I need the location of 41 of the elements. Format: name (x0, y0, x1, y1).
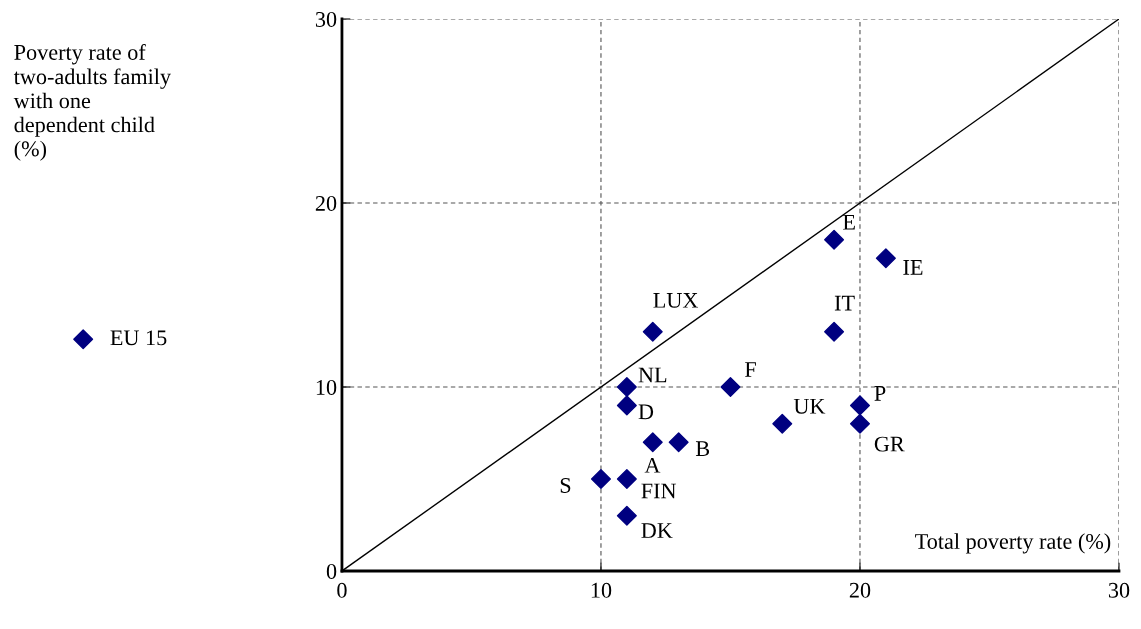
annotation: FIN (641, 483, 677, 499)
point (849, 395, 870, 416)
point (849, 413, 870, 434)
point (720, 376, 741, 398)
annotation: E (843, 214, 855, 230)
annotation: A (644, 457, 661, 473)
annotation: IE (903, 260, 923, 275)
annotation: P (874, 386, 886, 401)
annotation: DK (641, 523, 673, 538)
point (668, 432, 689, 453)
point (824, 229, 845, 250)
x-tick-label: 10 (591, 582, 612, 598)
point (616, 468, 637, 490)
point (824, 321, 845, 342)
point (616, 395, 637, 416)
legend-label: EU 15 (110, 330, 167, 346)
text: Poverty rate of two-adults family with one dependent child (%) (13, 44, 171, 161)
point (642, 321, 663, 342)
annotation: LUX (653, 293, 699, 308)
annotation: UK (793, 398, 826, 414)
x-tick-label: 20 (849, 582, 871, 598)
point (875, 248, 896, 269)
y-tick-label: 20 (315, 195, 337, 211)
point (616, 376, 637, 398)
point (590, 468, 611, 490)
annotation: GR (874, 436, 905, 452)
point (616, 505, 637, 526)
annotation: NL (638, 367, 667, 383)
annotation: F (745, 362, 756, 377)
point (772, 413, 793, 434)
x-tick-label: 30 (1108, 582, 1130, 598)
point (642, 432, 663, 453)
y-tick-label: 10 (316, 379, 337, 395)
annotation: S (560, 477, 571, 493)
annotation: D (638, 404, 654, 420)
annotation: IT (834, 295, 855, 311)
x-axis-title: Total poverty rate (%) (915, 533, 1111, 554)
annotation: B (695, 441, 710, 456)
y-tick-label: 0 (326, 563, 337, 579)
y-tick-label: 30 (315, 11, 337, 27)
x-tick-label: 0 (337, 582, 347, 598)
